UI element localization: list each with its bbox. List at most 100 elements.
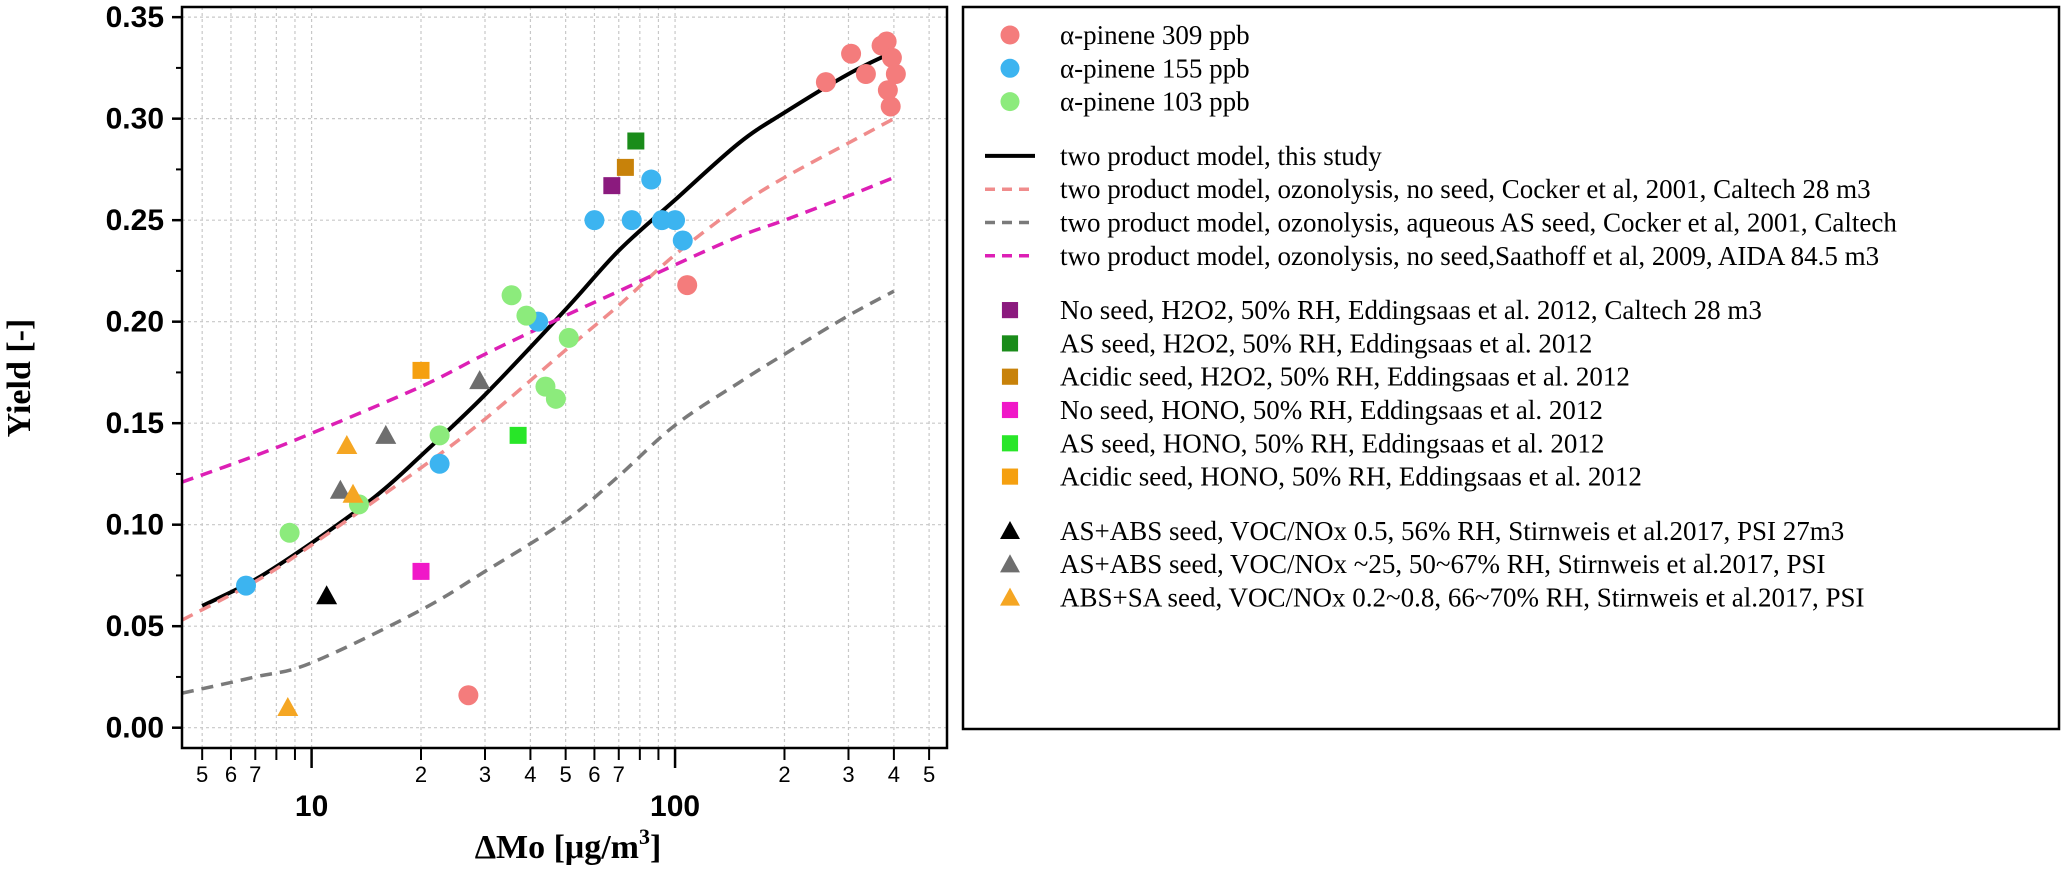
legend-swatch [1001,335,1019,352]
legend-label: No seed, HONO, 50% RH, Eddingsaas et al.… [1060,395,1603,425]
point-pinene-309-ppb [880,96,901,117]
legend-label: α-pinene 309 ppb [1060,20,1250,50]
point-pinene-155-ppb [621,210,642,231]
point-no-seed-hono-50-rh-eddingsaas-et-al-2012 [412,562,430,580]
y-axis: 0.00 0.05 0.10 0.15 0.20 0.25 0.30 0.35 [106,1,182,745]
legend-swatch [1001,368,1019,385]
point-pinene-309-ppb [677,275,698,296]
legend-label: AS+ABS seed, VOC/NOx ~25, 50~67% RH, Sti… [1060,549,1825,579]
point-pinene-103-ppb [279,522,300,543]
x-minor-tick-label: 7 [613,762,625,787]
legend-swatch [1001,401,1019,419]
point-acidic-seed-h2o2-50-rh-eddingsaas-et-al-2012 [616,158,634,176]
legend-entry-no-seed-h2o2-50-rh-eddingsaas-et-al-2012-caltech-28-m3: No seed, H2O2, 50% RH, Eddingsaas et al.… [1001,295,1762,325]
legend-swatch [1000,587,1020,606]
legend-label: AS seed, H2O2, 50% RH, Eddingsaas et al.… [1060,328,1592,358]
legend-label: α-pinene 103 ppb [1060,87,1250,117]
point-as-abs-seed-voc-nox-25-50-67-rh-stirnweis-et-al-2017-psi [469,370,491,390]
point-pinene-155-ppb [672,230,693,251]
y-tick-label: 0.05 [106,610,164,643]
legend-label: Acidic seed, H2O2, 50% RH, Eddingsaas et… [1060,362,1630,392]
x-minor-tick-label: 3 [479,762,491,787]
point-pinene-103-ppb [545,388,566,409]
y-tick-label: 0.00 [106,712,164,745]
legend-entry-two-product-model-ozonolysis-no-seed-saathoff-et-al-2009-aida-84-5-m3: two product model, ozonolysis, no seed,S… [985,241,1879,271]
point-pinene-103-ppb [429,425,450,446]
point-pinene-155-ppb [665,210,686,231]
y-tick-label: 0.30 [106,103,164,136]
legend-entry-as-abs-seed-voc-nox-25-50-67-rh-stirnweis-et-al-2017-psi: AS+ABS seed, VOC/NOx ~25, 50~67% RH, Sti… [1000,549,1825,579]
x-minor-tick-label: 2 [415,762,427,787]
legend-label: two product model, ozonolysis, no seed,S… [1060,241,1879,271]
x-minor-tick-label: 5 [560,762,572,787]
x-axis: 5 6 7 2 3 4 5 6 7 2 3 4 510 100 [196,748,935,823]
legend-entry-pinene-309-ppb: α-pinene 309 ppb [1000,20,1250,50]
legend-entry-as-seed-h2o2-50-rh-eddingsaas-et-al-2012: AS seed, H2O2, 50% RH, Eddingsaas et al.… [1001,328,1592,358]
point-pinene-309-ppb [877,80,898,101]
point-as-abs-seed-voc-nox-25-50-67-rh-stirnweis-et-al-2017-psi [329,479,351,499]
point-as-seed-h2o2-50-rh-eddingsaas-et-al-2012 [627,132,645,150]
legend-label: two product model, this study [1060,141,1382,171]
point-pinene-309-ppb [885,63,906,84]
x-minor-tick-label: 5 [196,762,208,787]
x-axis-title: ΔMo [μg/m3] [475,824,662,866]
legend-swatch [1001,302,1019,319]
y-tick-label: 0.25 [106,204,164,237]
point-pinene-155-ppb [236,575,257,596]
y-tick-label: 0.15 [106,407,164,440]
point-pinene-309-ppb [841,43,862,64]
legend-swatch [1000,554,1020,573]
plot-frame [180,5,949,750]
x-axis-title-close: ] [650,829,661,866]
x-minor-tick-label: 6 [225,762,237,787]
point-abs-sa-seed-voc-nox-0-2-0-8-66-70-rh-stirnweis-et-al-2017-psi [336,435,358,455]
legend-label: Acidic seed, HONO, 50% RH, Eddingsaas et… [1060,462,1642,492]
legend-entry-two-product-model-ozonolysis-no-seed-cocker-et-al-2001-caltech-28-m3: two product model, ozonolysis, no seed, … [985,174,1871,204]
x-axis-title-main: ΔMo [μg/m [475,829,639,866]
legend-swatch [1000,58,1020,78]
legend-label: AS seed, HONO, 50% RH, Eddingsaas et al.… [1060,428,1604,458]
legend-swatch [1000,520,1020,540]
grid [182,7,947,748]
point-as-abs-seed-voc-nox-0-5-56-rh-stirnweis-et-al-2017-psi-27m3 [316,585,338,605]
point-pinene-103-ppb [558,327,579,348]
curve-two-product-model-ozonolysis-aqueous-as-seed-cocker-et-al-2001-caltech [182,289,895,695]
point-abs-sa-seed-voc-nox-0-2-0-8-66-70-rh-stirnweis-et-al-2017-psi [277,696,299,716]
legend-label: two product model, ozonolysis, aqueous A… [1060,208,1897,238]
x-major-tick-label: 10 [295,790,328,823]
x-minor-tick-label: 6 [588,762,600,787]
x-minor-tick-label: 5 [923,762,935,787]
legend-entry-two-product-model-ozonolysis-aqueous-as-seed-cocker-et-al-2001-caltech: two product model, ozonolysis, aqueous A… [985,208,1897,238]
data-points [236,31,906,716]
y-axis-title: Yield [-] [1,319,38,438]
model-curves [182,49,895,695]
legend-swatch [1001,468,1019,485]
legend-entry-two-product-model-this-study: two product model, this study [985,141,1382,171]
legend-label: α-pinene 155 ppb [1060,53,1250,83]
y-tick-label: 0.20 [106,306,164,339]
legend-entry-abs-sa-seed-voc-nox-0-2-0-8-66-70-rh-stirnweis-et-al-2017-psi: ABS+SA seed, VOC/NOx 0.2~0.8, 66~70% RH,… [1000,583,1864,613]
point-abs-sa-seed-voc-nox-0-2-0-8-66-70-rh-stirnweis-et-al-2017-psi [342,483,364,503]
legend-entry-no-seed-hono-50-rh-eddingsaas-et-al-2012: No seed, HONO, 50% RH, Eddingsaas et al.… [1001,395,1603,425]
legend-frame [961,5,2061,731]
x-minor-tick-label: 4 [524,762,536,787]
legend-swatch [1001,435,1019,452]
curve-two-product-model-ozonolysis-no-seed-saathoff-et-al-2009-aida-84-5-m3 [182,175,895,484]
legend-entry-pinene-103-ppb: α-pinene 103 ppb [1000,87,1250,117]
legend-label: No seed, H2O2, 50% RH, Eddingsaas et al.… [1060,295,1762,325]
point-no-seed-h2o2-50-rh-eddingsaas-et-al-2012-caltech-28-m3 [603,177,621,195]
point-pinene-103-ppb [516,305,537,326]
point-pinene-309-ppb [815,72,836,93]
y-tick-label: 0.10 [106,509,164,542]
point-as-seed-hono-50-rh-eddingsaas-et-al-2012 [509,426,527,444]
point-pinene-155-ppb [429,453,450,474]
x-major-tick-label: 100 [650,790,700,823]
point-pinene-155-ppb [584,210,605,231]
x-minor-tick-label: 7 [249,762,261,787]
legend-swatch [1000,92,1020,112]
legend-label: ABS+SA seed, VOC/NOx 0.2~0.8, 66~70% RH,… [1060,583,1864,613]
legend-label: AS+ABS seed, VOC/NOx 0.5, 56% RH, Stirnw… [1060,516,1844,546]
legend-entry-pinene-155-ppb: α-pinene 155 ppb [1000,53,1250,83]
legend-entry-as-abs-seed-voc-nox-0-5-56-rh-stirnweis-et-al-2017-psi-27m3: AS+ABS seed, VOC/NOx 0.5, 56% RH, Stirnw… [1000,516,1844,546]
